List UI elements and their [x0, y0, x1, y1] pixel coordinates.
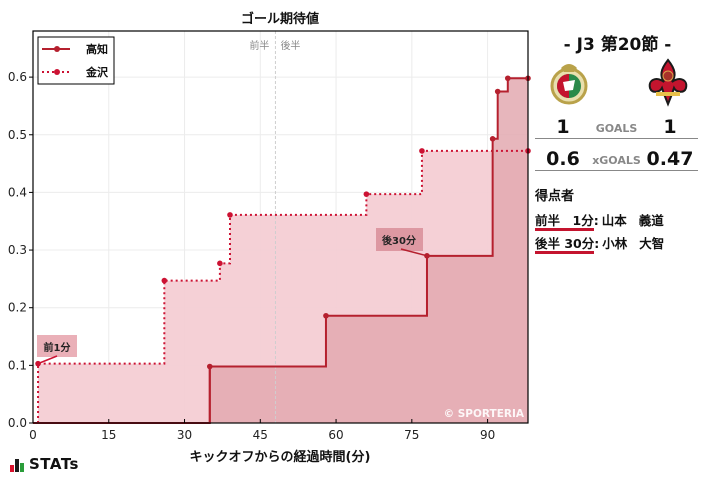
y-tick-label: 0.4	[8, 185, 27, 199]
area-kochi	[33, 78, 528, 423]
scorer-entry: 前半 1分: 山本 義道	[535, 210, 664, 231]
chart-title: ゴール期待値	[240, 12, 319, 27]
scorer-time: 前半 1分	[535, 213, 594, 231]
y-tick-label: 0.1	[8, 358, 27, 372]
home-goals: 1	[556, 116, 570, 138]
x-tick-label: 45	[253, 428, 268, 442]
y-tick-label: 0.6	[8, 70, 27, 84]
x-tick-label: 15	[101, 428, 116, 442]
scorers-title: 得点者	[535, 189, 575, 204]
scorer-time: 後半 30分	[535, 236, 595, 254]
kanazawa-point	[419, 148, 425, 154]
y-tick-label: 0.2	[8, 301, 27, 315]
x-tick-label: 60	[328, 428, 343, 442]
second-half-label: 後半	[280, 39, 300, 52]
stats-logo: STATs	[10, 457, 79, 472]
home-team-crest-icon	[550, 64, 588, 105]
kanazawa-point	[227, 212, 233, 218]
away-team-crest-icon	[648, 58, 688, 107]
round-title: - J3 第20節 -	[563, 35, 672, 55]
x-tick-label: 90	[480, 428, 495, 442]
x-tick-label: 0	[29, 428, 37, 442]
plot-frame	[32, 30, 529, 424]
scorer-entry: 後半 30分: 小林 大智	[535, 233, 665, 254]
scorer-given-name: 義道	[638, 213, 664, 228]
legend	[37, 36, 115, 85]
kanazawa-point	[363, 191, 370, 197]
y-tick-label: 0.0	[8, 416, 27, 430]
brand-name: STATs	[29, 455, 79, 473]
goals-label: GOALS	[595, 122, 638, 135]
kochi-point	[323, 312, 329, 319]
kanazawa-point	[217, 260, 223, 267]
line-kochi	[33, 77, 528, 424]
annotation-goal-2: 後30分	[382, 234, 416, 247]
kochi-point	[489, 136, 496, 142]
line-kanazawa	[37, 149, 528, 423]
annotation-box	[376, 228, 423, 251]
y-tick-label: 0.3	[8, 243, 27, 257]
home-xgoals: 0.6	[546, 148, 580, 170]
scorer-given-name: 大智	[639, 236, 665, 251]
scorer-family-name: 小林	[602, 236, 628, 251]
away-goals: 1	[663, 116, 677, 138]
goals-row: 1 GOALS 1	[535, 116, 698, 139]
kochi-point	[424, 253, 430, 259]
annotation-goal-1: 前1分	[44, 341, 71, 354]
scorer-family-name: 山本	[601, 213, 627, 228]
kochi-point	[504, 75, 511, 82]
kochi-point	[206, 363, 213, 370]
xgoals-label: xGOALS	[592, 154, 641, 167]
x-tick-label: 30	[177, 428, 192, 442]
y-tick-label: 0.5	[8, 128, 27, 142]
legend-kochi-marker-icon	[54, 46, 60, 52]
bar-chart-icon	[10, 458, 24, 472]
legend-label-kochi: 高知	[86, 42, 108, 56]
watermark: © SPORTERIA	[444, 408, 525, 420]
first-half-label: 前半	[249, 39, 269, 52]
legend-label-kanazawa: 金沢	[85, 65, 109, 79]
kanazawa-point	[161, 277, 168, 284]
annotation-box	[37, 335, 77, 357]
kochi-point	[494, 88, 501, 95]
x-axis-label: キックオフからの経過時間(分)	[189, 450, 371, 465]
legend-kanazawa-marker-icon	[54, 69, 60, 75]
xgoals-row: 0.6 xGOALS 0.47	[535, 148, 698, 171]
x-tick-label: 75	[404, 428, 419, 442]
away-xgoals: 0.47	[646, 148, 694, 170]
